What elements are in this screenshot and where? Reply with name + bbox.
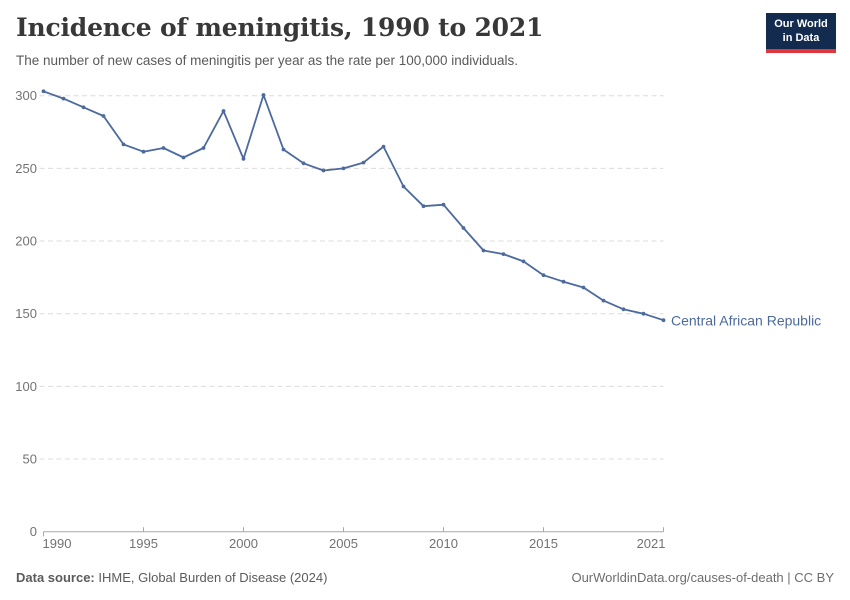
series-layer bbox=[41, 89, 666, 323]
data-point bbox=[61, 96, 66, 101]
data-point bbox=[401, 184, 406, 189]
data-point bbox=[561, 279, 566, 284]
data-source-label: Data source: bbox=[16, 570, 95, 585]
x-tick-label: 1995 bbox=[129, 536, 158, 551]
data-point bbox=[461, 226, 466, 230]
owid-logo[interactable]: Our World in Data bbox=[766, 13, 836, 53]
series-line bbox=[42, 90, 665, 322]
data-point bbox=[341, 166, 346, 171]
data-point bbox=[441, 202, 446, 207]
x-tick-label: 2021 bbox=[637, 536, 666, 551]
data-point bbox=[81, 105, 86, 110]
chart-header: Incidence of meningitis, 1990 to 2021 Th… bbox=[16, 13, 836, 70]
x-tick-label: 2005 bbox=[329, 536, 358, 551]
data-point bbox=[361, 160, 366, 165]
data-point bbox=[181, 155, 186, 160]
x-tick-label: 2010 bbox=[429, 536, 458, 551]
owid-logo-line2: in Data bbox=[782, 32, 820, 45]
data-point bbox=[541, 273, 546, 278]
data-point bbox=[161, 146, 166, 150]
data-point bbox=[201, 146, 206, 150]
chart-title: Incidence of meningitis, 1990 to 2021 bbox=[16, 13, 544, 42]
data-point bbox=[101, 114, 106, 118]
data-point bbox=[661, 318, 666, 323]
series-label: Central African Republic bbox=[671, 313, 821, 329]
y-tick-label: 150 bbox=[15, 306, 37, 321]
y-tick-label: 50 bbox=[23, 452, 37, 467]
data-point bbox=[421, 204, 426, 209]
data-point bbox=[321, 168, 326, 173]
y-tick-label: 0 bbox=[30, 524, 37, 539]
data-point bbox=[221, 109, 226, 113]
data-point bbox=[601, 298, 606, 303]
data-point bbox=[481, 248, 486, 253]
data-point bbox=[41, 89, 46, 94]
data-point bbox=[281, 147, 286, 152]
data-point bbox=[521, 259, 526, 264]
y-tick-label: 250 bbox=[15, 161, 37, 176]
data-point bbox=[581, 285, 586, 290]
owid-logo-line1: Our World bbox=[774, 18, 828, 30]
x-tick-label: 2000 bbox=[229, 536, 258, 551]
x-tick-label: 2015 bbox=[529, 536, 558, 551]
chart-footer: Data source: IHME, Global Burden of Dise… bbox=[16, 570, 834, 585]
credit-link[interactable]: OurWorldinData.org/causes-of-death | CC … bbox=[571, 570, 834, 585]
x-tick-label: 1990 bbox=[43, 536, 72, 551]
chart-subtitle: The number of new cases of meningitis pe… bbox=[16, 53, 519, 68]
data-point bbox=[241, 157, 246, 161]
data-point bbox=[381, 144, 386, 149]
data-point bbox=[621, 307, 626, 312]
data-point bbox=[641, 311, 646, 316]
y-tick-label: 300 bbox=[15, 88, 37, 103]
data-point bbox=[141, 149, 146, 154]
data-point bbox=[121, 142, 126, 147]
data-point bbox=[501, 252, 506, 256]
grid-layer: 0 50 100 150 200 250 300 1990 1995 2000 2005 2010 20… bbox=[15, 88, 665, 551]
y-tick-label: 200 bbox=[15, 234, 37, 249]
data-source-value: IHME, Global Burden of Disease (2024) bbox=[98, 570, 328, 585]
data-source: Data source: IHME, Global Burden of Dise… bbox=[16, 570, 327, 585]
data-point bbox=[261, 93, 266, 97]
data-point bbox=[301, 161, 306, 166]
y-tick-label: 100 bbox=[15, 379, 37, 394]
title-block: Incidence of meningitis, 1990 to 2021 Th… bbox=[16, 13, 543, 70]
